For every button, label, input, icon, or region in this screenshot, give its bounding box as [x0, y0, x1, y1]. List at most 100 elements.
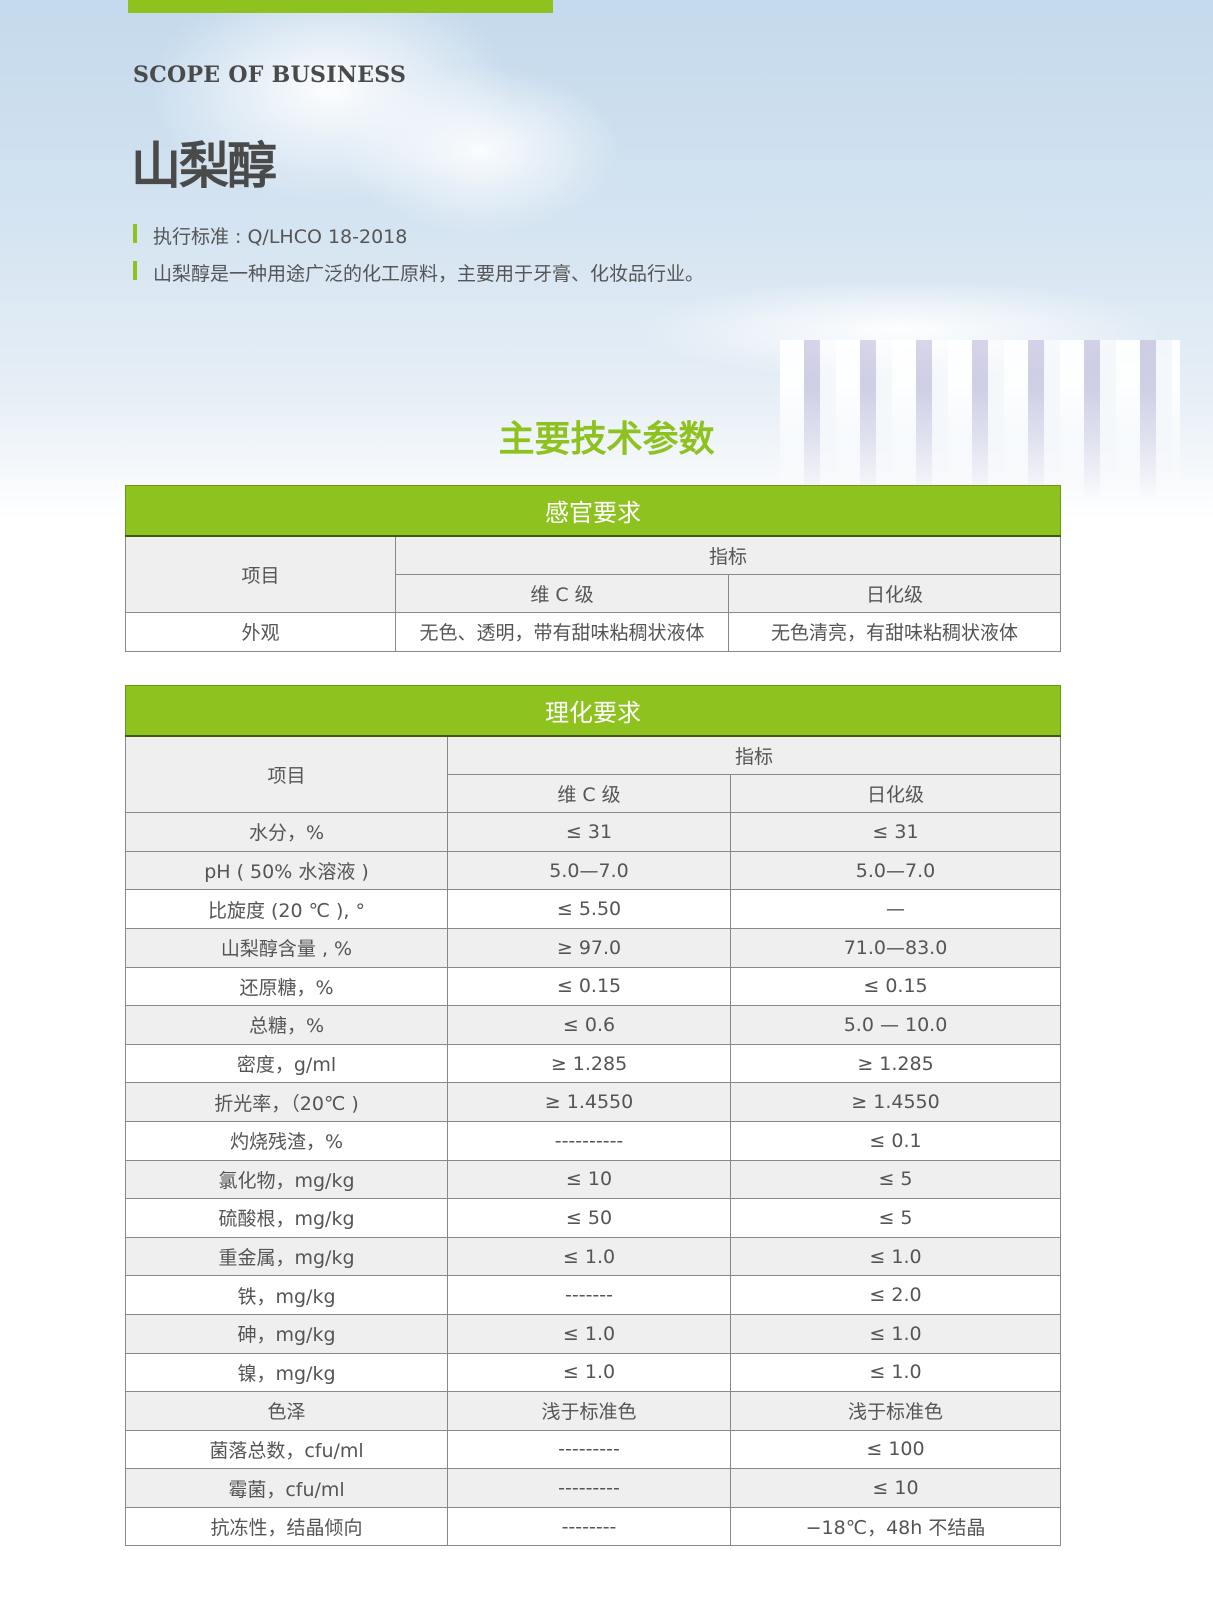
table-row: 氯化物，mg/kg ≤ 10 ≤ 5 [125, 1159, 1061, 1200]
cell-daily: ≤ 5 [730, 1159, 1061, 1200]
cell-daily: 浅于标准色 [730, 1391, 1061, 1431]
cell-vc: --------- [447, 1468, 731, 1508]
cell-vc: ---------- [447, 1120, 731, 1161]
header-index: 指标 [395, 535, 1061, 575]
table-row: 灼烧残渣，% ---------- ≤ 0.1 [125, 1120, 1061, 1161]
cell-vc: ≤ 1.0 [447, 1236, 731, 1277]
cell-daily: ≤ 0.1 [730, 1120, 1061, 1161]
section-heading: 主要技术参数 [498, 419, 715, 460]
cell-vc: ≥ 1.4550 [447, 1082, 731, 1122]
cell-daily: ≤ 31 [730, 812, 1061, 852]
cell-vc: ≤ 50 [447, 1198, 731, 1238]
table-row: 铁，mg/kg ------- ≤ 2.0 [125, 1275, 1061, 1315]
cell-daily: ≥ 1.4550 [730, 1082, 1061, 1122]
table-row: 密度，g/ml ≥ 1.285 ≥ 1.285 [125, 1043, 1061, 1084]
table-row: 还原糖，% ≤ 0.15 ≤ 0.15 [125, 966, 1061, 1007]
cell-daily: ≤ 0.15 [730, 966, 1061, 1007]
table-row: 砷，mg/kg ≤ 1.0 ≤ 1.0 [125, 1313, 1061, 1354]
cell-item: 外观 [125, 612, 396, 652]
table-row: 重金属，mg/kg ≤ 1.0 ≤ 1.0 [125, 1236, 1061, 1277]
cell-vc: ≤ 10 [447, 1159, 731, 1200]
accent-bar [128, 0, 553, 13]
cell-daily: ≥ 1.285 [730, 1043, 1061, 1084]
cell-daily: −18℃，48h 不结晶 [730, 1506, 1061, 1547]
standard-text: 执行标准 : Q/LHCO 18-2018 [133, 222, 407, 249]
cell-item: 霉菌，cfu/ml [125, 1468, 448, 1508]
header-item: 项目 [125, 534, 396, 614]
product-title: 山梨醇 [131, 137, 277, 195]
cell-daily: ≤ 2.0 [730, 1275, 1061, 1315]
cell-item: 铁，mg/kg [125, 1275, 448, 1315]
table-row: 比旋度 (20 ℃ ), ° ≤ 5.50— [125, 889, 1061, 929]
cell-daily: 无色清亮，有甜味粘稠状液体 [728, 612, 1061, 652]
cell-daily: — [730, 889, 1061, 929]
header-daily: 日化级 [728, 573, 1061, 614]
cell-item: 抗冻性，结晶倾向 [125, 1506, 448, 1547]
cell-vc: ≥ 97.0 [447, 927, 731, 968]
cell-item: 还原糖，% [125, 966, 448, 1007]
cell-vc: --------- [447, 1429, 731, 1470]
table-row: 抗冻性，结晶倾向 -------- −18℃，48h 不结晶 [125, 1506, 1061, 1547]
cell-vc: ≤ 1.0 [447, 1352, 731, 1393]
cell-item: 折光率，（20℃ ) [125, 1082, 448, 1122]
description-text: 山梨醇是一种用途广泛的化工原料，主要用于牙膏、化妆品行业。 [133, 259, 704, 286]
cell-vc: ------- [447, 1275, 731, 1315]
cell-daily: 5.0 — 10.0 [730, 1005, 1061, 1045]
hero-banner-image [0, 0, 1213, 520]
sensory-table: 感官要求 项目 指标 维 C 级日化级 外观 无色、透明，带有甜味粘稠状液体 无色清亮… [125, 485, 1061, 652]
table-row: 色泽 浅于标准色 浅于标准色 [125, 1391, 1061, 1431]
cell-vc: ≤ 0.15 [447, 966, 731, 1007]
cell-item: 重金属，mg/kg [125, 1236, 448, 1277]
cell-daily: ≤ 1.0 [730, 1236, 1061, 1277]
cell-item: 砷，mg/kg [125, 1313, 448, 1354]
cell-vc: ≤ 0.6 [447, 1005, 731, 1045]
cell-item: 灼烧残渣，% [125, 1120, 448, 1161]
table-row: 菌落总数，cfu/ml --------- ≤ 100 [125, 1429, 1061, 1470]
cell-item: 水分，% [125, 812, 448, 852]
cell-vc: 浅于标准色 [447, 1391, 731, 1431]
cell-vc: ≥ 1.285 [447, 1043, 731, 1084]
cell-item: pH ( 50% 水溶液 ) [125, 850, 448, 891]
table-row: 硫酸根，mg/kg ≤ 50 ≤ 5 [125, 1198, 1061, 1238]
cell-daily: ≤ 100 [730, 1429, 1061, 1470]
table-row: 山梨醇含量 , % ≥ 97.0 71.0—83.0 [125, 927, 1061, 968]
cell-vc: 5.0—7.0 [447, 850, 731, 891]
cell-vc: ≤ 5.50 [447, 889, 731, 929]
cell-item: 比旋度 (20 ℃ ), ° [125, 889, 448, 929]
cell-daily: ≤ 1.0 [730, 1313, 1061, 1354]
table-row: 总糖，% ≤ 0.6 5.0 — 10.0 [125, 1005, 1061, 1045]
table-row: pH ( 50% 水溶液 ) 5.0—7.0 5.0—7.0 [125, 850, 1061, 891]
cell-item: 密度，g/ml [125, 1043, 448, 1084]
cell-daily: 71.0—83.0 [730, 927, 1061, 968]
scope-label: SCOPE OF BUSINESS [133, 62, 407, 88]
cell-item: 氯化物，mg/kg [125, 1159, 448, 1200]
table-row: 水分，% ≤ 31 ≤ 31 [125, 812, 1061, 852]
physchem-table: 理化要求 项目 指标 维 C 级日化级 水分，% ≤ 31 ≤ 31 pH ( 50% … [125, 685, 1061, 1547]
table-title: 理化要求 [125, 685, 1061, 737]
cell-item: 菌落总数，cfu/ml [125, 1429, 448, 1470]
toothbrush-image [780, 340, 1180, 500]
header-daily: 日化级 [730, 773, 1061, 814]
cell-item: 色泽 [125, 1391, 448, 1431]
cell-item: 镍，mg/kg [125, 1352, 448, 1393]
cell-daily: ≤ 10 [730, 1468, 1061, 1508]
cell-item: 山梨醇含量 , % [125, 927, 448, 968]
cell-vc: 无色、透明，带有甜味粘稠状液体 [395, 612, 729, 652]
table-row: 镍，mg/kg ≤ 1.0 ≤ 1.0 [125, 1352, 1061, 1393]
cell-vc: -------- [447, 1506, 731, 1547]
header-vc: 维 C 级 [395, 573, 729, 614]
cell-vc: ≤ 1.0 [447, 1313, 731, 1354]
cell-daily: ≤ 5 [730, 1198, 1061, 1238]
table-row: 霉菌，cfu/ml --------- ≤ 10 [125, 1468, 1061, 1508]
cell-item: 硫酸根，mg/kg [125, 1198, 448, 1238]
header-index: 指标 [447, 735, 1061, 775]
header-vc: 维 C 级 [447, 773, 731, 814]
table-title: 感官要求 [125, 485, 1061, 537]
cell-daily: 5.0—7.0 [730, 850, 1061, 891]
table-row: 折光率，（20℃ ) ≥ 1.4550 ≥ 1.4550 [125, 1082, 1061, 1122]
header-item: 项目 [125, 734, 448, 814]
table-row: 外观 无色、透明，带有甜味粘稠状液体 无色清亮，有甜味粘稠状液体 [125, 612, 1061, 652]
cell-daily: ≤ 1.0 [730, 1352, 1061, 1393]
cell-vc: ≤ 31 [447, 812, 731, 852]
cell-item: 总糖，% [125, 1005, 448, 1045]
